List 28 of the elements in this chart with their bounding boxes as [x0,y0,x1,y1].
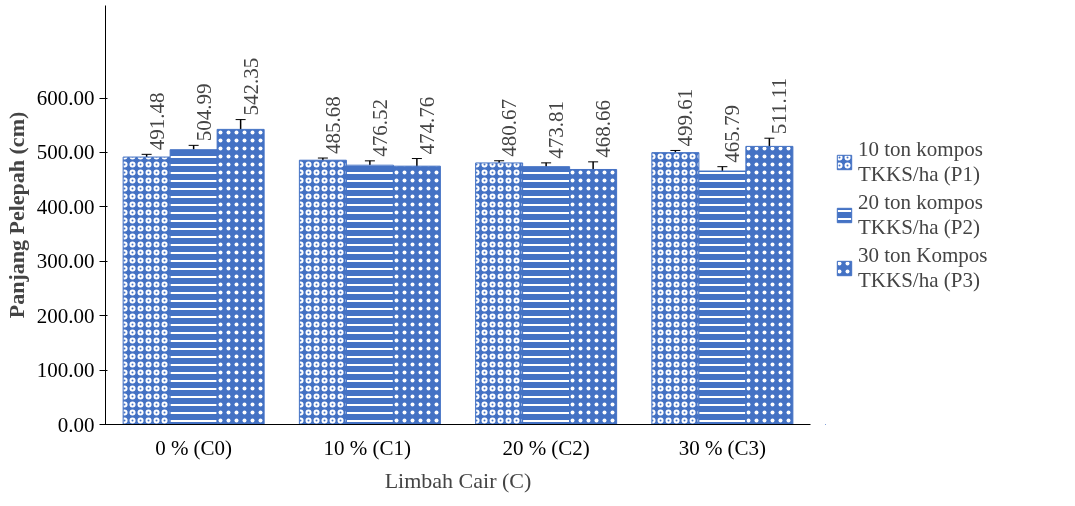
legend-label: 30 ton Kompos TKKS/ha (P3) [858,242,988,293]
y-axis-title: Panjang Pelepah (cm) [3,111,29,319]
y-tick-label: 300.00 [36,249,95,274]
x-tick-label: 0 % (C0) [155,435,233,460]
legend-label: 20 ton kompos TKKS/ha (P2) [858,189,983,240]
y-tick-label: 500.00 [36,140,95,165]
x-axis-title: Limbah Cair (C) [384,467,532,493]
y-tick-label: 200.00 [36,303,95,328]
data-label: 476.52 [367,99,392,157]
data-label: 542.35 [238,57,263,116]
x-tick-label: 20 % (C2) [502,435,590,460]
x-tick-label: 30 % (C3) [678,435,767,460]
data-label: 511.11 [767,78,792,135]
data-label: 468.66 [591,100,616,158]
data-label: 485.68 [320,96,345,155]
data-label: 499.61 [673,88,698,147]
data-label: 480.67 [497,99,522,157]
data-label: 473.81 [544,101,569,159]
y-tick-label: 0.00 [57,412,95,437]
y-tick-label: 100.00 [36,358,95,383]
y-tick-label: 600.00 [36,86,95,111]
legend-label: 10 ton kompos TKKS/ha (P1) [858,136,983,187]
x-tick-label: 10 % (C1) [323,435,412,460]
data-label: 491.48 [144,92,169,151]
y-tick-label: 400.00 [36,194,95,219]
data-label: 504.99 [191,83,216,142]
data-label: 474.76 [414,96,439,155]
data-label: 465.79 [720,104,745,163]
